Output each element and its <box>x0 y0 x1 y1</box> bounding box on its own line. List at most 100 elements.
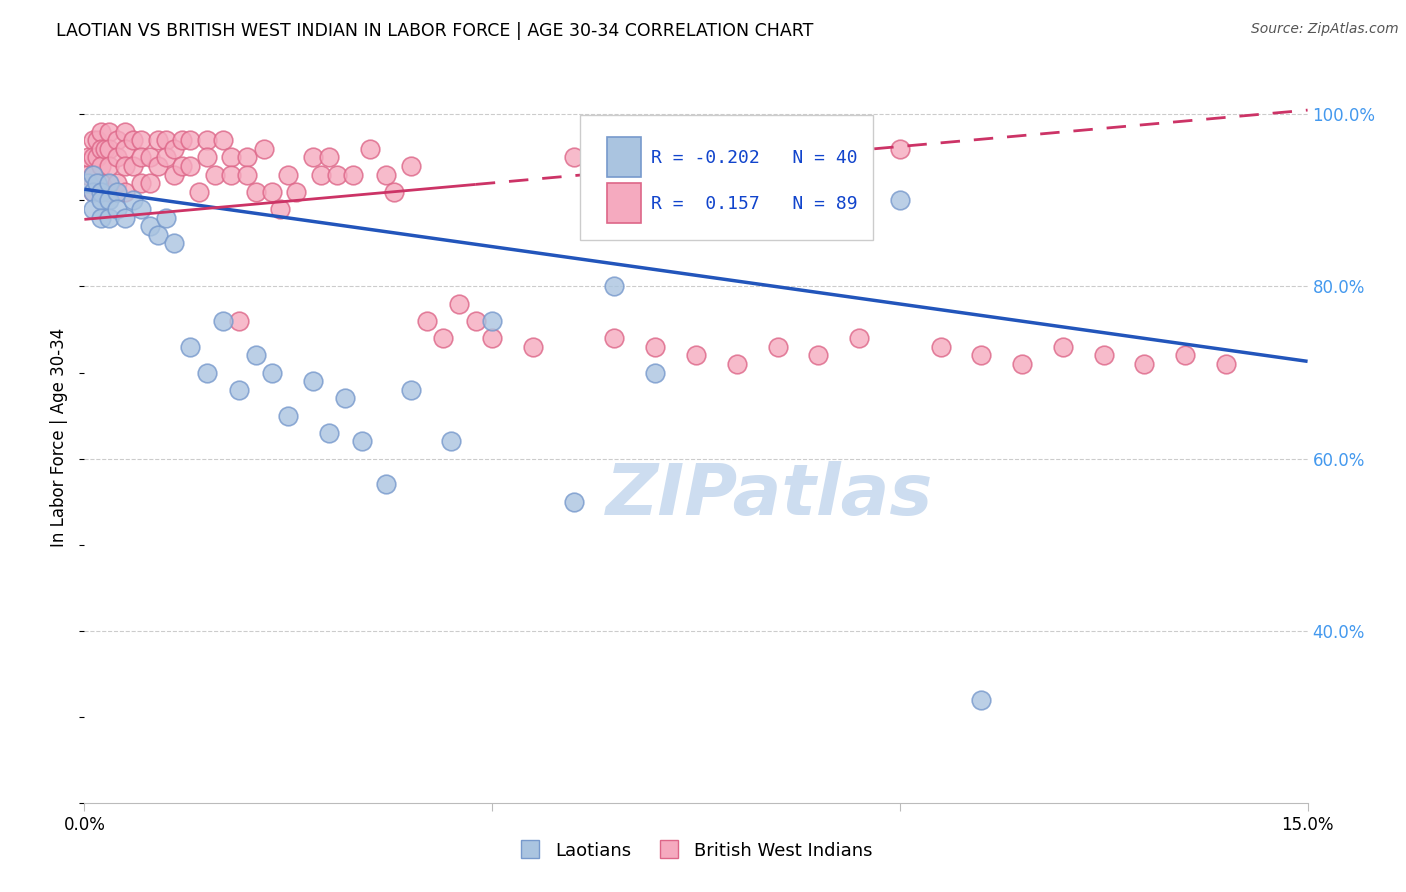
Point <box>155 133 177 147</box>
Point <box>97 159 120 173</box>
Point <box>179 340 201 354</box>
Point <box>172 159 194 173</box>
Text: ZIPatlas: ZIPatlas <box>606 461 934 530</box>
Point <box>766 340 789 354</box>
Point <box>603 331 626 345</box>
Point <box>122 133 145 147</box>
Point <box>245 185 267 199</box>
Point <box>105 202 128 216</box>
Point <box>807 348 830 362</box>
Point <box>172 133 194 147</box>
Point <box>416 314 439 328</box>
Legend: Laotians, British West Indians: Laotians, British West Indians <box>512 835 880 867</box>
Point <box>685 348 707 362</box>
Point <box>86 150 108 164</box>
Point <box>146 133 169 147</box>
Point <box>970 348 993 362</box>
Point <box>138 150 160 164</box>
Point <box>90 142 112 156</box>
Point <box>228 383 250 397</box>
Point <box>105 176 128 190</box>
Text: LAOTIAN VS BRITISH WEST INDIAN IN LABOR FORCE | AGE 30-34 CORRELATION CHART: LAOTIAN VS BRITISH WEST INDIAN IN LABOR … <box>56 22 814 40</box>
Text: R =  0.157   N = 89: R = 0.157 N = 89 <box>651 195 858 213</box>
Point <box>399 159 422 173</box>
Point <box>848 331 870 345</box>
Point <box>970 692 993 706</box>
Point <box>562 494 585 508</box>
Point <box>97 185 120 199</box>
Y-axis label: In Labor Force | Age 30-34: In Labor Force | Age 30-34 <box>51 327 69 547</box>
Point <box>195 150 218 164</box>
Point <box>253 142 276 156</box>
Point <box>114 125 136 139</box>
Point <box>318 150 340 164</box>
Point <box>86 176 108 190</box>
Point <box>82 150 104 164</box>
Point <box>522 340 544 354</box>
Point <box>105 185 128 199</box>
Point <box>644 366 666 380</box>
Point <box>97 194 120 208</box>
Point <box>122 194 145 208</box>
Point <box>82 202 104 216</box>
Point <box>260 366 283 380</box>
Point <box>382 185 405 199</box>
Point <box>82 168 104 182</box>
Point <box>114 159 136 173</box>
Point <box>464 314 486 328</box>
Point <box>1215 357 1237 371</box>
Point <box>114 142 136 156</box>
Point <box>90 125 112 139</box>
Point <box>179 133 201 147</box>
Point <box>1133 357 1156 371</box>
Point <box>1011 357 1033 371</box>
Point <box>335 392 357 406</box>
Point <box>122 159 145 173</box>
Point <box>77 176 100 190</box>
Point <box>105 150 128 164</box>
Point <box>326 168 349 182</box>
Point <box>277 409 299 423</box>
Point <box>155 150 177 164</box>
Point <box>90 185 112 199</box>
Point <box>195 133 218 147</box>
Point <box>204 168 226 182</box>
Point <box>318 425 340 440</box>
Point <box>82 168 104 182</box>
Point <box>86 133 108 147</box>
FancyBboxPatch shape <box>579 115 873 240</box>
Point <box>195 366 218 380</box>
Point <box>146 227 169 242</box>
Point <box>889 194 911 208</box>
Point <box>77 150 100 164</box>
Point <box>114 185 136 199</box>
Point <box>245 348 267 362</box>
Point <box>1052 340 1074 354</box>
Point <box>375 168 398 182</box>
Point <box>163 168 186 182</box>
Point <box>212 133 235 147</box>
Point <box>432 331 454 345</box>
Point <box>260 185 283 199</box>
Point <box>481 314 503 328</box>
Point <box>212 314 235 328</box>
Point <box>236 150 259 164</box>
Point <box>1174 348 1197 362</box>
Point <box>228 314 250 328</box>
Point <box>929 340 952 354</box>
Point <box>114 211 136 225</box>
Bar <box>606 137 641 178</box>
Point <box>131 202 153 216</box>
Point <box>725 357 748 371</box>
Point <box>179 159 201 173</box>
Point <box>93 142 115 156</box>
Point <box>82 185 104 199</box>
Point <box>277 168 299 182</box>
Point <box>163 236 186 251</box>
Point <box>562 150 585 164</box>
Point <box>603 279 626 293</box>
Point <box>309 168 332 182</box>
Point <box>342 168 364 182</box>
Point <box>481 331 503 345</box>
Point <box>163 142 186 156</box>
